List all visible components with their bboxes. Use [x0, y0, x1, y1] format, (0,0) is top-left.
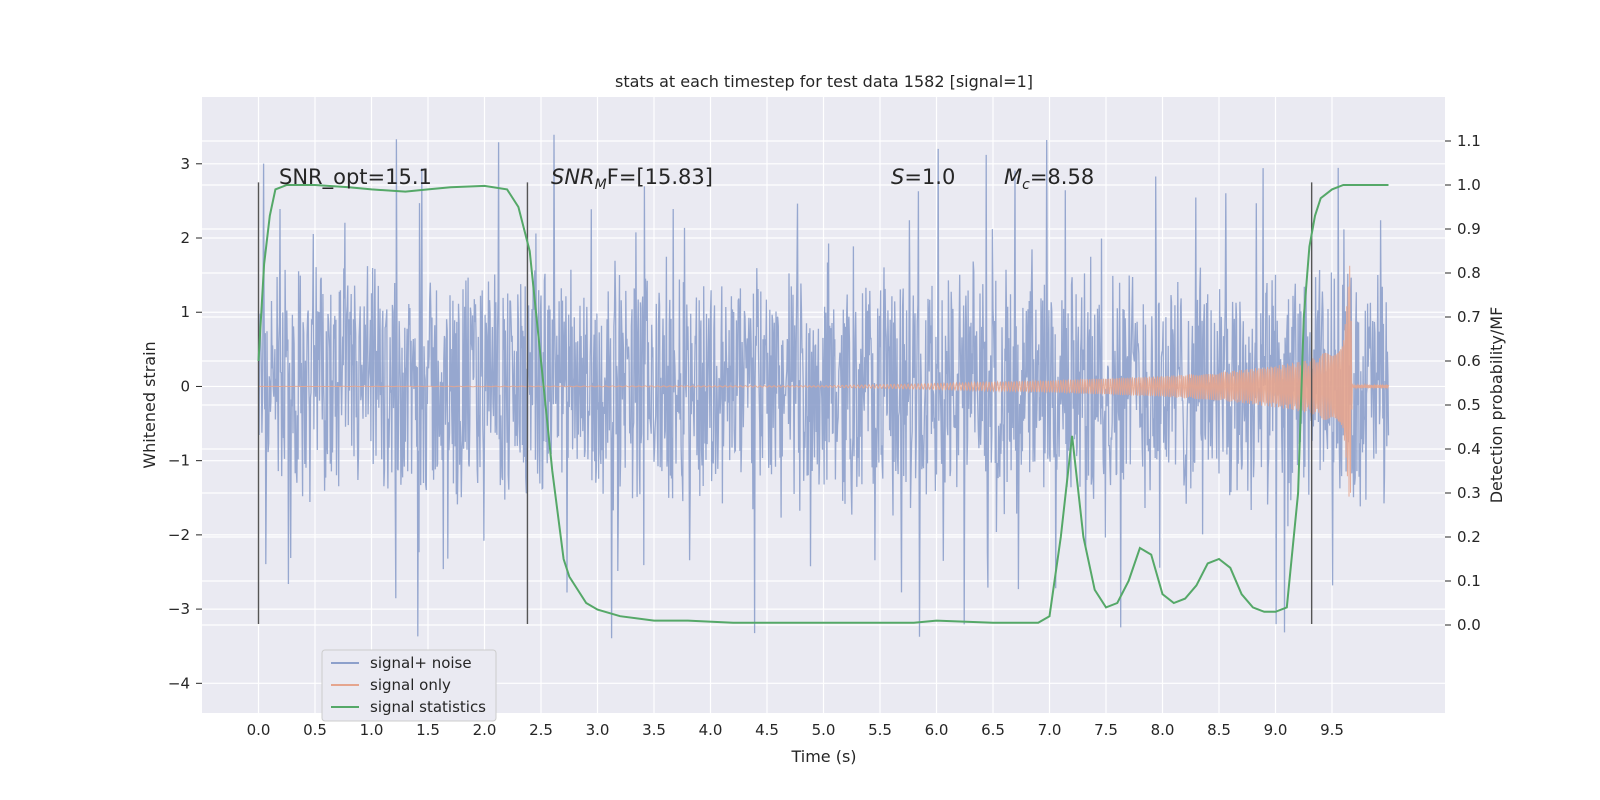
x-tick-label: 1.5: [416, 721, 440, 739]
x-tick-label: 6.0: [925, 721, 949, 739]
y-tick-label: −3: [168, 600, 190, 618]
annotation-mc-var: M: [1004, 165, 1022, 189]
y-axis-right-label: Detection probability/MF: [1487, 307, 1506, 504]
left-axis-ticks: 3 2 1 0 −1 −2 −3 −4: [168, 155, 202, 692]
annotation-s: S=1.0: [891, 165, 955, 189]
y-tick-label: 1: [180, 303, 190, 321]
x-tick-label: 3.0: [586, 721, 610, 739]
y-right-tick-label: 1.1: [1457, 132, 1481, 150]
annotation-mc-rest: =8.58: [1030, 165, 1094, 189]
y-tick-label: 0: [180, 377, 190, 395]
x-tick-label: 7.5: [1094, 721, 1118, 739]
annotation-snr-opt: SNR_opt=15.1: [279, 165, 432, 190]
y-tick-label: 2: [180, 229, 190, 247]
y-tick-label: −4: [168, 674, 190, 692]
x-tick-label: 7.0: [1038, 721, 1062, 739]
legend-label-signal-statistics: signal statistics: [370, 698, 486, 716]
y-right-tick-label: 0.0: [1457, 616, 1481, 634]
y-right-tick-label: 0.5: [1457, 396, 1481, 414]
legend-box: [321, 649, 497, 722]
x-axis-label: Time (s): [790, 747, 856, 766]
y-right-tick-label: 1.0: [1457, 176, 1481, 194]
y-right-tick-label: 0.8: [1457, 264, 1481, 282]
annotation-s-rest: =1.0: [904, 165, 955, 189]
plot-content: [257, 134, 1390, 639]
x-tick-label: 2.5: [529, 721, 553, 739]
x-tick-label: 3.5: [642, 721, 666, 739]
x-tick-label: 6.5: [981, 721, 1005, 739]
y-right-tick-label: 0.4: [1457, 440, 1481, 458]
annotation-mc: Mc=8.58: [1004, 165, 1094, 193]
chart-title: stats at each timestep for test data 158…: [615, 72, 1033, 91]
x-tick-label: 2.0: [473, 721, 497, 739]
y-tick-label: −2: [168, 526, 190, 544]
annotation-mc-sub: c: [1022, 177, 1030, 193]
annotation-snr-mf-base: SNR: [551, 165, 595, 189]
annotation-snr-mf-sub: M: [595, 177, 607, 193]
y-right-tick-label: 0.1: [1457, 572, 1481, 590]
y-right-tick-label: 0.9: [1457, 220, 1481, 238]
x-tick-label: 1.0: [360, 721, 384, 739]
x-tick-label: 4.0: [699, 721, 723, 739]
x-tick-label: 0.0: [247, 721, 271, 739]
y-axis-label: Whitened strain: [140, 341, 159, 468]
x-axis-ticks: 0.0 0.5 1.0 1.5 2.0 2.5 3.0 3.5 4.0 4.5 5.0 5.5 6.0 6…: [247, 721, 1344, 739]
x-tick-label: 4.5: [755, 721, 779, 739]
series-signal-only: [258, 265, 1389, 497]
annotation-snr-mf: SNRMF=[15.83]: [551, 165, 713, 193]
x-tick-label: 9.0: [1264, 721, 1288, 739]
y-right-tick-label: 0.3: [1457, 484, 1481, 502]
y-tick-label: −1: [168, 452, 190, 470]
legend-label-signal-noise: signal+ noise: [370, 654, 472, 672]
series-signal-statistics: [257, 184, 1389, 624]
x-tick-label: 5.0: [812, 721, 836, 739]
legend: signal+ noise signal only signal statist…: [321, 649, 497, 722]
annotation-s-var: S: [891, 165, 904, 189]
x-tick-label: 8.0: [1151, 721, 1175, 739]
y-tick-label: 3: [180, 155, 190, 173]
x-tick-label: 0.5: [303, 721, 327, 739]
y-right-tick-label: 0.7: [1457, 308, 1481, 326]
annotation-snr-mf-rest: F=[15.83]: [607, 165, 713, 189]
x-tick-label: 8.5: [1207, 721, 1231, 739]
right-axis-ticks: 1.1 1.0 0.9 0.8 0.7 0.6 0.5 0.4 0.3 0.2 0.1 0.0: [1445, 132, 1481, 634]
legend-label-signal-only: signal only: [370, 676, 451, 694]
y-right-tick-label: 0.6: [1457, 352, 1481, 370]
x-tick-label: 5.5: [868, 721, 892, 739]
x-tick-label: 9.5: [1320, 721, 1344, 739]
y-right-tick-label: 0.2: [1457, 528, 1481, 546]
series-signal-noise: [257, 134, 1390, 639]
